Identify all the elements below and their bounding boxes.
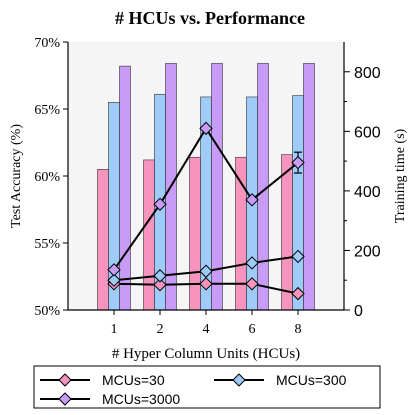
y-tick-label-left: 65%: [34, 103, 60, 118]
bar-mcus-3000-4: [211, 63, 223, 311]
marker-mcus-3000-2: [153, 197, 167, 211]
marker-mcus-300-8: [291, 249, 305, 264]
chart-title: # HCUs vs. Performance: [115, 8, 305, 28]
bar-mcus-3000-8: [303, 63, 315, 311]
legend: MCUs=30 MCUs=300 MCUs=3000: [33, 365, 381, 409]
marker-mcus-3000-1: [107, 263, 121, 277]
axes-group: 50% 55% 60% 65% 70% 0 200 400 600 800 1 2 4 6 8: [34, 36, 380, 337]
bar-mcus-30-1: [97, 169, 109, 311]
y-tick-label-right: 0: [354, 303, 363, 320]
marker-mcus-300-4: [199, 264, 213, 278]
legend-label-mcus-300: MCUs=300: [276, 372, 347, 388]
marker-mcus-300-1: [107, 273, 121, 287]
bar-mcus-30-6: [235, 156, 247, 311]
legend-label-mcus-30: MCUs=30: [102, 372, 165, 388]
y-tick-label-left: 55%: [34, 237, 60, 252]
y-tick-label-right: 600: [354, 124, 381, 141]
legend-label-mcus-3000: MCUs=3000: [102, 391, 180, 407]
x-tick-label: 6: [249, 322, 256, 337]
bar-mcus-3000-1: [119, 65, 131, 311]
legend-marker-mcus-30: [58, 373, 72, 387]
marker-mcus-30-6: [245, 277, 259, 291]
marker-mcus-3000-8: [291, 155, 305, 170]
bar-mcus-300-8: [292, 95, 304, 311]
marker-mcus-30-4: [199, 277, 213, 291]
y-tick-label-left: 70%: [34, 36, 60, 51]
legend-marker-mcus-300: [232, 373, 246, 387]
lines-group: [107, 121, 305, 301]
marker-mcus-300-6: [245, 256, 259, 270]
marker-mcus-30-8: [291, 286, 305, 301]
marker-mcus-30-2: [153, 277, 167, 292]
y-tick-label-left: 60%: [34, 170, 60, 185]
legend-marker-mcus-3000: [58, 392, 72, 406]
y-axis-label-right: Training time (s): [393, 128, 408, 223]
x-axis-label: # Hyper Column Units (HCUs): [112, 346, 300, 362]
y-tick-label-right: 400: [354, 184, 381, 201]
marker-mcus-3000-4: [199, 121, 213, 136]
x-tick-label: 4: [203, 322, 210, 337]
bar-mcus-30-2: [143, 159, 155, 311]
y-axis-label-left: Test Accuracy (%): [9, 124, 24, 228]
bar-mcus-30-8: [281, 154, 293, 311]
y-tick-label-right: 200: [354, 243, 381, 260]
legend-box: [33, 365, 381, 409]
bar-mcus-30-4: [189, 156, 201, 311]
y-tick-label-right: 800: [354, 65, 381, 82]
marker-mcus-300-2: [153, 269, 167, 283]
x-tick-label: 1: [111, 322, 118, 337]
x-tick-label: 8: [295, 322, 302, 337]
marker-mcus-3000-6: [245, 193, 259, 207]
x-tick-label: 2: [157, 322, 164, 337]
y-tick-label-left: 50%: [34, 304, 60, 319]
